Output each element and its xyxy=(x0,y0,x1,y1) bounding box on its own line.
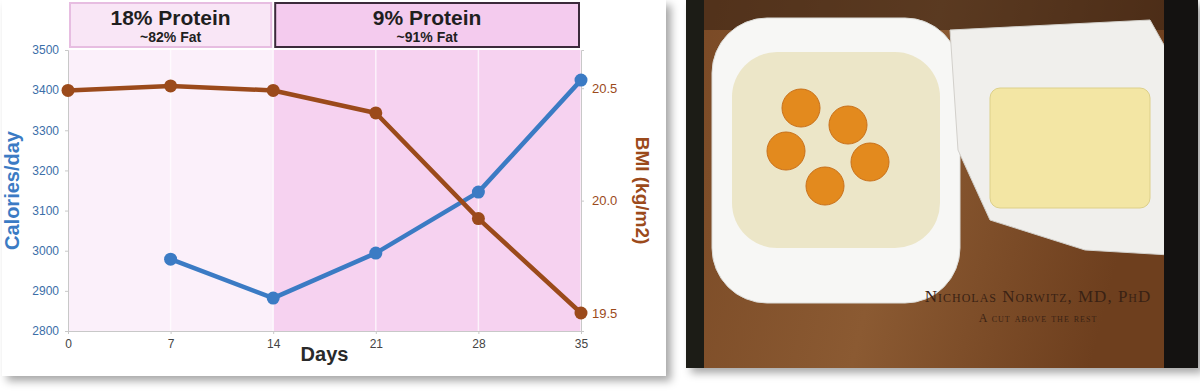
tick-label: 35 xyxy=(575,337,589,351)
tick-label: 28 xyxy=(472,337,486,351)
photo: Nicholas Norwitz, MD, PhD A cut above the… xyxy=(686,0,1198,368)
tick: 0 xyxy=(65,331,72,351)
engraving-motto: A cut above the rest xyxy=(979,311,1098,325)
tick: 3100 xyxy=(32,204,68,218)
tick-label: 19.5 xyxy=(592,306,617,321)
x-axis-title: Days xyxy=(301,343,349,365)
chart-panel xyxy=(2,0,666,376)
tick-label: 3200 xyxy=(32,164,59,178)
bowl-inner xyxy=(732,52,940,248)
egg-yolk xyxy=(851,143,889,181)
egg-yolk xyxy=(829,106,867,144)
tick-label: 21 xyxy=(370,337,384,351)
photo-frame xyxy=(686,0,1198,368)
egg-yolk xyxy=(767,132,805,170)
tick-label: 3500 xyxy=(32,43,59,57)
series-point xyxy=(575,74,588,87)
series-point xyxy=(369,106,382,119)
tick: 3300 xyxy=(32,124,68,138)
axis-line xyxy=(582,51,585,332)
phase-sublabel: ~82% Fat xyxy=(140,29,201,45)
tick-label: 20.0 xyxy=(592,193,617,208)
series-point xyxy=(267,292,280,305)
tick: 2800 xyxy=(32,324,68,338)
series-line xyxy=(68,86,581,313)
tick-label: 3300 xyxy=(32,124,59,138)
phase-shading xyxy=(273,50,581,331)
axis-line xyxy=(69,332,582,335)
tick-mark xyxy=(171,331,172,334)
tick-mark xyxy=(65,331,68,332)
tick-label: 0 xyxy=(65,337,72,351)
tick: 7 xyxy=(168,331,175,351)
tick-label: 7 xyxy=(168,337,175,351)
tick-mark xyxy=(376,331,377,334)
tick-mark xyxy=(65,130,68,131)
tick-mark xyxy=(65,291,68,292)
tick: 3200 xyxy=(32,164,68,178)
series-point xyxy=(164,79,177,92)
tick: 2900 xyxy=(32,284,68,298)
tick-mark xyxy=(65,251,68,252)
tick-label: 2900 xyxy=(32,284,59,298)
tick: 3500 xyxy=(32,43,68,57)
series-line xyxy=(171,80,581,298)
tick: 3000 xyxy=(32,244,68,258)
phase-sublabel: ~91% Fat xyxy=(397,29,458,45)
tick-mark xyxy=(65,170,68,171)
phase-label: 9% Protein xyxy=(373,6,482,29)
tick-mark xyxy=(65,50,68,51)
series-point xyxy=(472,186,485,199)
series-point xyxy=(575,307,588,320)
tick: 28 xyxy=(472,331,486,351)
tick: 20.0 xyxy=(581,193,617,208)
phase-label: 18% Protein xyxy=(110,6,230,29)
tick: 35 xyxy=(575,331,589,351)
butter-paper xyxy=(950,20,1178,255)
phase-shading xyxy=(68,50,273,331)
grid-line xyxy=(375,50,377,331)
series-point xyxy=(62,84,75,97)
tick-label: 14 xyxy=(267,337,281,351)
grid xyxy=(68,50,581,331)
series-point xyxy=(164,253,177,266)
tick-mark xyxy=(273,331,274,334)
figure: 18% Protein~82% Fat 9% Protein~91% Fat 0 7 1… xyxy=(0,0,1200,391)
y-axis-title: Calories/day xyxy=(1,130,23,250)
series-point xyxy=(267,84,280,97)
tick-mark xyxy=(478,331,479,334)
tick: 14 xyxy=(267,331,281,351)
y2-axis-title: BMI (kg/m2) xyxy=(632,137,653,245)
egg-yolk xyxy=(806,167,844,205)
phase-header-box xyxy=(275,3,579,47)
tick-label: 2800 xyxy=(32,324,59,338)
tick-label: 3000 xyxy=(32,244,59,258)
phases: 18% Protein~82% Fat 9% Protein~91% Fat xyxy=(68,3,581,331)
bowl xyxy=(712,18,960,303)
series-point xyxy=(369,247,382,260)
tick: 21 xyxy=(370,331,384,351)
tick-mark xyxy=(581,88,584,89)
right-edge xyxy=(1164,0,1198,368)
tick-label: 3400 xyxy=(32,83,59,97)
series-point xyxy=(472,212,485,225)
tick-mark xyxy=(65,211,68,212)
egg-yolk xyxy=(782,89,820,127)
tick-label: 3100 xyxy=(32,204,59,218)
butter xyxy=(990,88,1150,208)
engraving-name: Nicholas Norwitz, MD, PhD xyxy=(925,287,1152,306)
plot-area xyxy=(62,74,588,320)
phase-header-box xyxy=(70,3,271,47)
tick-label: 20.5 xyxy=(592,81,617,96)
axis: 19.5 20.0 20.5 xyxy=(581,51,617,332)
tick-mark xyxy=(581,201,584,202)
